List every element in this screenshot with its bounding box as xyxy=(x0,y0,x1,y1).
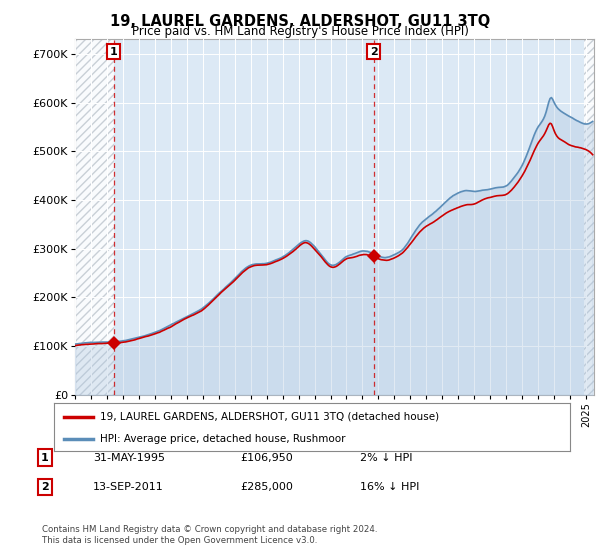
Text: 2: 2 xyxy=(370,46,377,57)
Text: 1: 1 xyxy=(110,46,118,57)
Text: 1: 1 xyxy=(41,452,49,463)
Text: Price paid vs. HM Land Registry's House Price Index (HPI): Price paid vs. HM Land Registry's House … xyxy=(131,25,469,38)
Text: 31-MAY-1995: 31-MAY-1995 xyxy=(93,452,165,463)
Text: 2: 2 xyxy=(41,482,49,492)
Text: 2% ↓ HPI: 2% ↓ HPI xyxy=(360,452,413,463)
Text: HPI: Average price, detached house, Rushmoor: HPI: Average price, detached house, Rush… xyxy=(100,434,346,444)
Text: 19, LAUREL GARDENS, ALDERSHOT, GU11 3TQ (detached house): 19, LAUREL GARDENS, ALDERSHOT, GU11 3TQ … xyxy=(100,412,440,422)
Text: 13-SEP-2011: 13-SEP-2011 xyxy=(93,482,164,492)
Text: 19, LAUREL GARDENS, ALDERSHOT, GU11 3TQ: 19, LAUREL GARDENS, ALDERSHOT, GU11 3TQ xyxy=(110,14,490,29)
Text: Contains HM Land Registry data © Crown copyright and database right 2024.
This d: Contains HM Land Registry data © Crown c… xyxy=(42,525,377,545)
Text: £106,950: £106,950 xyxy=(240,452,293,463)
Text: £285,000: £285,000 xyxy=(240,482,293,492)
Text: 16% ↓ HPI: 16% ↓ HPI xyxy=(360,482,419,492)
